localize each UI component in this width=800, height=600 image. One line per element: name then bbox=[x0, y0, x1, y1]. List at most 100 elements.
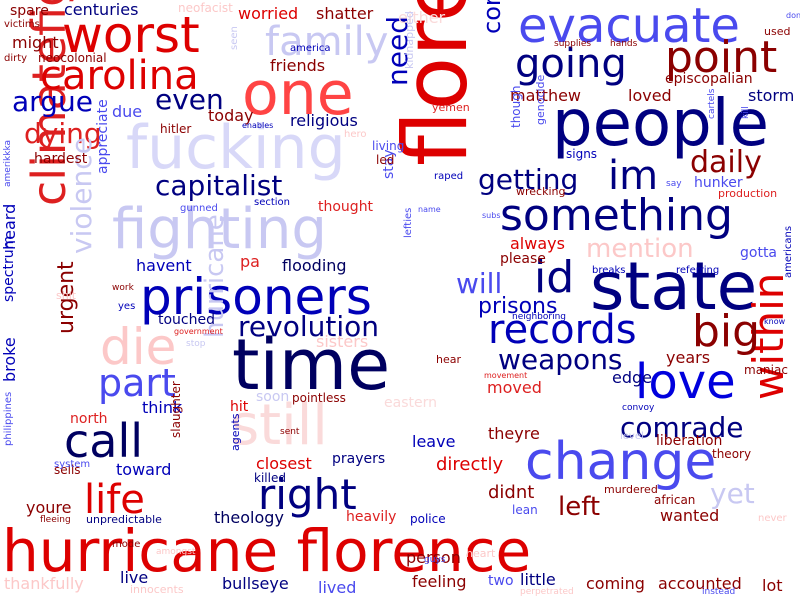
word-episcopalian: episcopalian bbox=[665, 71, 753, 87]
word-genocide: genocide bbox=[534, 74, 547, 125]
word-id: id bbox=[534, 252, 575, 303]
word-hunker: hunker bbox=[694, 175, 743, 191]
word-left: left bbox=[558, 492, 601, 522]
word-people: people bbox=[552, 87, 769, 161]
word-comrade: comrade bbox=[620, 411, 744, 444]
word-still: still bbox=[230, 393, 328, 458]
word-killed: killed bbox=[254, 471, 286, 485]
word-centuries: centuries bbox=[64, 0, 139, 19]
word-fleeing: fleeing bbox=[40, 515, 71, 525]
word-love: love bbox=[635, 354, 736, 410]
word-kill: kill bbox=[741, 106, 751, 119]
word-spare: spare bbox=[10, 3, 49, 19]
word-call: call bbox=[64, 414, 144, 468]
word-im: im bbox=[608, 153, 659, 199]
word-years: years bbox=[666, 348, 711, 367]
word-thought: thought bbox=[318, 199, 374, 215]
word-today: today bbox=[208, 106, 254, 125]
word-hitler: hitler bbox=[160, 122, 192, 136]
word-big: big bbox=[692, 306, 761, 357]
word-evacuate: evacuate bbox=[518, 0, 740, 54]
word-closest: closest bbox=[256, 454, 312, 473]
word-didnt: didnt bbox=[488, 482, 535, 503]
word-life: life bbox=[84, 477, 145, 523]
word-moved: moved bbox=[487, 378, 542, 397]
word-enables: enables bbox=[242, 121, 274, 130]
word-mention: mention bbox=[586, 234, 694, 264]
word-prisoners: prisoners bbox=[140, 268, 372, 326]
word-shit: shit bbox=[56, 289, 77, 302]
word-wanted: wanted bbox=[660, 506, 720, 525]
word-capitalist: capitalist bbox=[155, 169, 283, 202]
word-theyre: theyre bbox=[488, 424, 540, 443]
word-victims: victims bbox=[4, 19, 40, 30]
word-please: please bbox=[500, 251, 546, 267]
word-leave: leave bbox=[412, 432, 456, 451]
word-gunned: gunned bbox=[180, 203, 218, 214]
word-yet: yet bbox=[710, 477, 755, 510]
word-two: two bbox=[488, 573, 514, 589]
word-wrecking: wrecking bbox=[516, 185, 566, 198]
word-dirty: dirty bbox=[4, 53, 28, 64]
word-spectrum: spectrum bbox=[1, 235, 17, 302]
word-dont: dont bbox=[786, 11, 800, 20]
word-even: even bbox=[155, 83, 224, 116]
word-eastern: eastern bbox=[384, 395, 437, 411]
word-time: time bbox=[232, 324, 391, 406]
word-name: name bbox=[418, 205, 441, 214]
word-little: little bbox=[520, 570, 556, 589]
word-toward: toward bbox=[116, 460, 172, 479]
word-instead: instead bbox=[702, 587, 736, 597]
word-revolution: revolution bbox=[238, 310, 379, 343]
word-think: think bbox=[142, 398, 183, 417]
word-never: never bbox=[758, 513, 787, 524]
word-die: die bbox=[100, 318, 177, 376]
word-know: know bbox=[764, 317, 786, 326]
word-sent: sent bbox=[280, 427, 300, 437]
word-police: police bbox=[410, 512, 446, 526]
word-though: though bbox=[509, 85, 523, 128]
word-section: section bbox=[254, 197, 291, 208]
word-soon: soon bbox=[256, 389, 290, 405]
word-agents: agents bbox=[229, 413, 242, 451]
word-mode: mode bbox=[112, 539, 141, 550]
word-prayers: prayers bbox=[332, 451, 386, 467]
word-accounted: accounted bbox=[658, 574, 742, 593]
word-work: work bbox=[112, 283, 134, 293]
word-theory: theory bbox=[712, 447, 752, 461]
word-philippines: philippines bbox=[3, 391, 14, 446]
word-touched: touched bbox=[158, 312, 215, 328]
word-sisters: sisters bbox=[316, 332, 369, 351]
word-live: live bbox=[120, 568, 149, 587]
word-african: african bbox=[654, 493, 696, 507]
word-lean: lean bbox=[512, 503, 538, 517]
word-innocents: innocents bbox=[130, 583, 184, 596]
word-lived: lived bbox=[318, 578, 357, 597]
word-theology: theology bbox=[214, 508, 284, 527]
word-unpredictable: unpredictable bbox=[86, 513, 162, 526]
word-directly: directly bbox=[436, 454, 504, 475]
word-right: right bbox=[258, 470, 357, 519]
word-going: going bbox=[515, 41, 627, 87]
word-one: one bbox=[242, 59, 354, 129]
word-north: north bbox=[70, 411, 108, 427]
word-edge: edge bbox=[612, 368, 652, 387]
word-heavily: heavily bbox=[346, 509, 397, 525]
word-breaks: breaks bbox=[592, 265, 626, 276]
word-bullseye: bullseye bbox=[222, 574, 289, 593]
word-hardest: hardest bbox=[34, 151, 88, 167]
word-slaughter: slaughter bbox=[169, 381, 183, 438]
word-neofacist: neofacist bbox=[178, 1, 233, 15]
word-thankfully: thankfully bbox=[4, 574, 84, 593]
word-seen: seen bbox=[229, 26, 240, 50]
word-prisons: prisons bbox=[478, 294, 558, 319]
word-production: production bbox=[718, 187, 778, 200]
word-raped: raped bbox=[434, 171, 464, 182]
word-youre: youre bbox=[26, 498, 72, 517]
word-amongst: amongst bbox=[156, 547, 196, 557]
word-change: change bbox=[525, 432, 717, 492]
word-neighboring: neighboring bbox=[512, 312, 566, 322]
word-communist: communist bbox=[478, 0, 506, 34]
word-worst: worst bbox=[62, 6, 200, 64]
